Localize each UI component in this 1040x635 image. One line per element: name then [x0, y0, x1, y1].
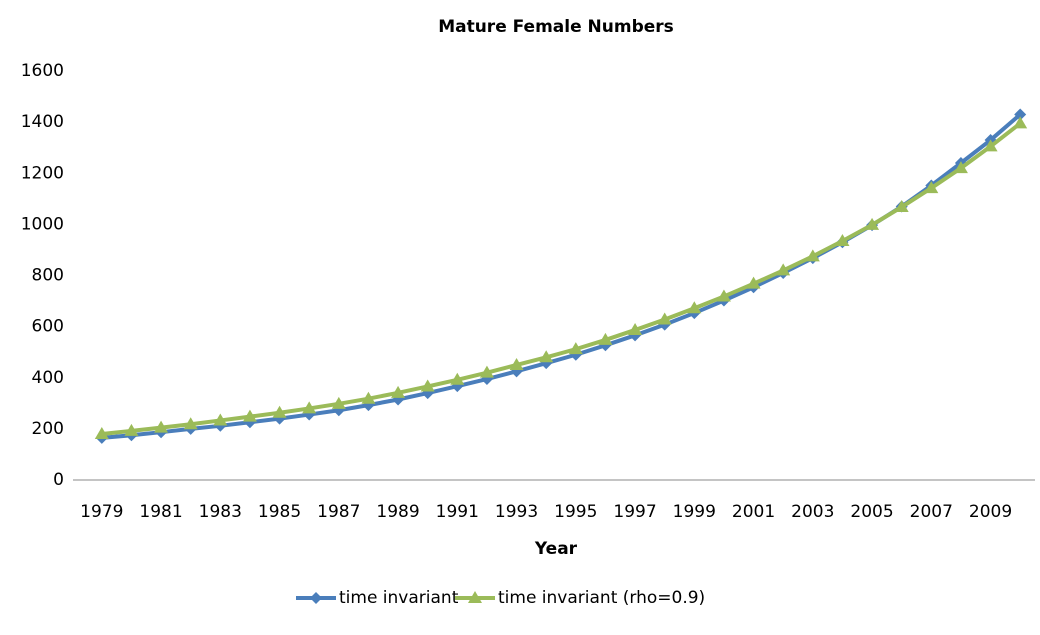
x-tick-label: 1995 — [554, 502, 597, 522]
point-marker — [94, 426, 109, 439]
point-marker — [213, 413, 228, 426]
x-tick-label: 1985 — [258, 502, 301, 522]
point-marker — [468, 591, 482, 603]
x-tick-label: 2003 — [791, 502, 834, 522]
point-marker — [894, 199, 909, 212]
x-tick-label: 2007 — [910, 502, 953, 522]
point-marker — [539, 350, 554, 363]
x-tick-label: 1979 — [80, 502, 123, 522]
point-marker — [628, 322, 643, 335]
x-tick-label: 2001 — [732, 502, 775, 522]
series-line — [101, 121, 1022, 436]
x-tick-label: 1991 — [436, 502, 479, 522]
y-tick-label: 600 — [32, 317, 64, 337]
point-marker — [953, 161, 968, 174]
point-marker — [310, 592, 322, 604]
y-tick-label: 1000 — [21, 214, 64, 234]
point-marker — [302, 401, 317, 414]
point-marker — [450, 372, 465, 385]
x-tick-label: 1987 — [317, 502, 360, 522]
point-marker — [479, 365, 494, 378]
x-tick-label: 2005 — [850, 502, 893, 522]
x-tick-label: 1999 — [673, 502, 716, 522]
x-tick-label: 1989 — [376, 502, 419, 522]
point-marker — [865, 217, 880, 230]
point-marker — [746, 276, 761, 289]
point-marker — [361, 391, 376, 404]
point-marker — [331, 396, 346, 409]
point-marker — [391, 385, 406, 398]
y-tick-label: 800 — [32, 266, 64, 286]
point-marker — [1013, 116, 1028, 129]
x-tick-label: 1993 — [495, 502, 538, 522]
x-tick-label: 1983 — [199, 502, 242, 522]
y-tick-label: 400 — [32, 368, 64, 388]
y-tick-label: 1600 — [21, 61, 64, 81]
point-marker — [716, 289, 731, 302]
series-line — [101, 112, 1022, 440]
point-marker — [657, 312, 672, 325]
y-tick-label: 0 — [53, 470, 64, 490]
legend-label: time invariant — [339, 588, 459, 608]
point-marker — [776, 263, 791, 276]
point-marker — [568, 342, 583, 355]
y-tick-label: 1200 — [21, 163, 64, 183]
point-marker — [924, 181, 939, 194]
point-marker — [805, 249, 820, 262]
x-axis-title: Year — [534, 539, 578, 559]
point-marker — [1014, 108, 1027, 121]
legend-label: time invariant (rho=0.9) — [498, 588, 705, 608]
point-marker — [154, 420, 169, 433]
x-tick-label: 1997 — [613, 502, 656, 522]
point-marker — [983, 139, 998, 152]
point-marker — [124, 423, 139, 436]
x-tick-label: 2009 — [969, 502, 1012, 522]
point-marker — [687, 301, 702, 314]
y-tick-label: 200 — [32, 419, 64, 439]
point-marker — [242, 409, 257, 422]
point-marker — [509, 357, 524, 370]
chart-title: Mature Female Numbers — [438, 17, 674, 37]
point-marker — [835, 233, 850, 246]
point-marker — [183, 417, 198, 430]
y-tick-label: 1400 — [21, 112, 64, 132]
point-marker — [272, 405, 287, 418]
x-tick-label: 1981 — [139, 502, 182, 522]
point-marker — [598, 332, 613, 345]
point-marker — [420, 379, 435, 392]
